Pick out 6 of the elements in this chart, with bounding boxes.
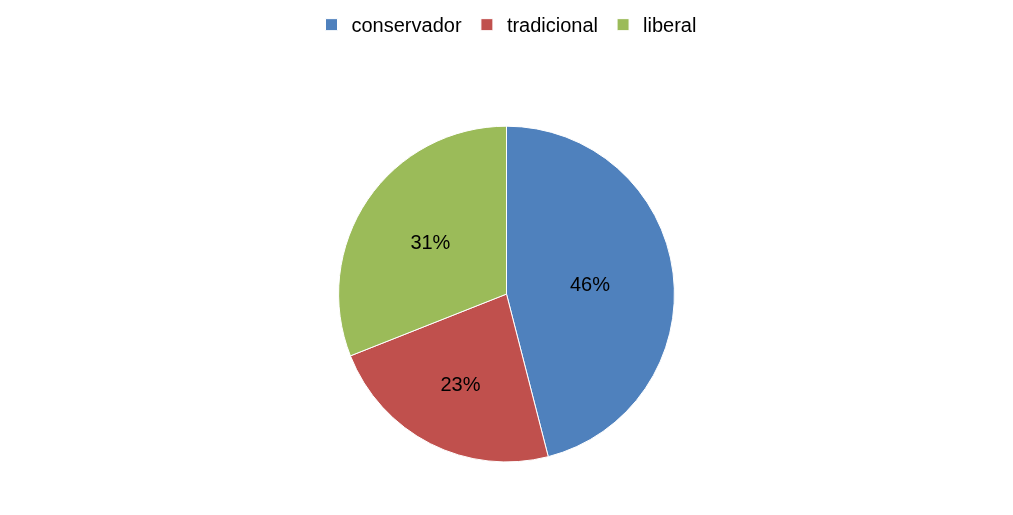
data-label: 23% xyxy=(440,373,481,396)
legend-label: tradicional xyxy=(506,14,599,37)
data-label: 31% xyxy=(410,231,451,254)
legend-label: liberal xyxy=(643,14,697,37)
data-label: 46% xyxy=(569,272,611,295)
legend-label: conservador xyxy=(351,14,462,37)
